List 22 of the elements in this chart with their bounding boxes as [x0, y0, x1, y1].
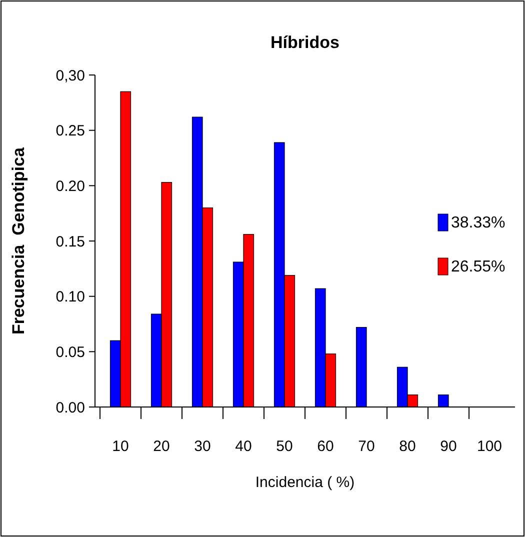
- legend-label: 26.55%: [451, 258, 506, 276]
- x-tick-label: 30: [194, 438, 211, 455]
- y-tick-label: 0.25: [56, 122, 85, 140]
- y-axis-title: Frecuencia Genotipica: [9, 146, 28, 335]
- y-tick-label: 0.15: [56, 233, 85, 250]
- x-tick-label: 20: [153, 438, 170, 455]
- y-tick-label: 0.10: [56, 288, 85, 306]
- x-tick-label: 100: [476, 438, 502, 455]
- x-tick-label: 70: [358, 438, 375, 455]
- x-tick-label: 50: [276, 438, 293, 455]
- x-tick-label: 10: [112, 438, 129, 455]
- x-tick-label: 60: [317, 438, 334, 455]
- x-tick-label: 80: [399, 438, 416, 455]
- chart-title: Híbridos: [270, 33, 340, 52]
- y-tick-label: 0.00: [56, 399, 85, 416]
- x-tick-label: 40: [235, 438, 252, 455]
- x-axis-title: Incidencia ( %): [255, 474, 355, 491]
- legend-label: 38.33%: [451, 214, 506, 232]
- y-tick-label: 0,30: [56, 67, 85, 84]
- y-tick-label: 0.20: [56, 178, 85, 195]
- x-tick-label: 90: [440, 438, 457, 455]
- y-tick-label: 0.05: [56, 344, 85, 361]
